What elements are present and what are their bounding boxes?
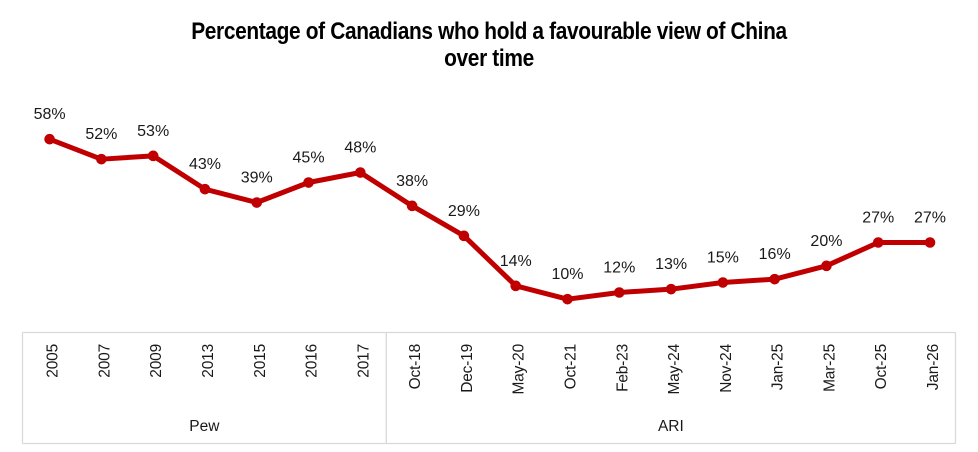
x-tick-label: Jan-25 [770, 344, 787, 390]
data-point [96, 153, 107, 165]
data-label: 53% [137, 123, 169, 140]
data-label: 43% [189, 156, 221, 173]
x-tick-label: Jan-26 [925, 344, 942, 390]
data-point [355, 167, 366, 178]
data-point [199, 183, 211, 195]
x-tick-label: Nov-24 [718, 343, 735, 392]
group-label-ari: ARI [658, 418, 684, 435]
data-point [924, 237, 936, 248]
series-line [47, 136, 933, 302]
group-label-pew: Pew [189, 418, 220, 435]
data-label: 58% [34, 106, 66, 123]
data-label: 27% [914, 210, 946, 227]
x-tick-label: 2005 [45, 344, 62, 378]
data-point [510, 280, 522, 292]
data-label: 39% [241, 170, 273, 187]
data-label: 45% [293, 150, 325, 167]
x-tick-label: Oct-25 [873, 344, 890, 389]
data-label: 52% [85, 126, 117, 143]
x-tick-label: 2017 [355, 344, 372, 378]
data-point [458, 230, 470, 242]
data-point [251, 197, 263, 208]
x-tick-label: 2013 [200, 344, 217, 378]
x-tick-label: 2009 [148, 344, 165, 378]
x-tick-label: 2007 [96, 344, 113, 378]
data-label: 27% [862, 210, 894, 227]
x-tick-label: 2016 [304, 344, 321, 378]
chart-title: Percentage of Canadians who hold a favou… [64, 18, 915, 72]
data-label: 20% [810, 233, 842, 250]
data-point [44, 133, 55, 145]
x-tick-label: 2015 [252, 344, 269, 378]
data-label: 29% [448, 203, 480, 220]
x-tick-label: Dec-19 [459, 344, 476, 393]
data-label: 13% [655, 256, 687, 273]
x-tick-label: Oct-21 [563, 344, 580, 389]
data-point [613, 287, 625, 298]
data-point [665, 283, 677, 295]
x-tick-label: May-24 [666, 343, 683, 394]
data-point [406, 200, 418, 212]
x-tick-label: Mar-25 [821, 344, 838, 392]
x-tick-label: Feb-23 [614, 344, 631, 392]
data-point [769, 273, 780, 285]
data-point [303, 177, 314, 188]
data-point [717, 277, 729, 288]
data-label: 38% [396, 173, 428, 190]
data-point [872, 237, 884, 248]
x-tick-label: Oct-18 [407, 344, 424, 389]
data-label: 14% [500, 253, 532, 270]
data-label: 10% [551, 266, 583, 283]
data-label: 15% [707, 250, 739, 267]
data-point [147, 150, 159, 162]
data-point [562, 293, 573, 305]
data-label: 16% [759, 246, 791, 263]
data-label: 12% [603, 260, 635, 277]
x-tick-label: May-20 [511, 343, 528, 394]
data-point [821, 260, 832, 272]
chart-title-line1: Percentage of Canadians who hold a favou… [191, 18, 787, 45]
data-label: 48% [344, 140, 376, 157]
chart-title-line2: over time [444, 45, 534, 72]
